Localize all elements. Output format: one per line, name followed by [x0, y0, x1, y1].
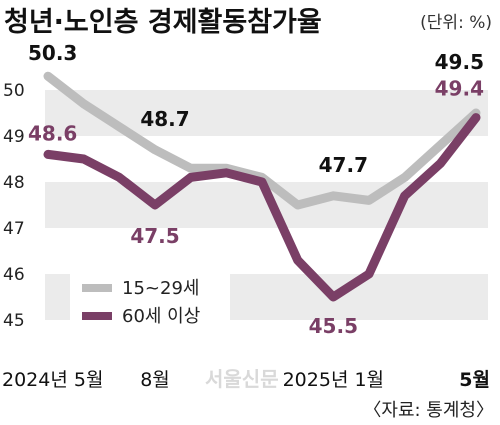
- legend: 15~29세 60세 이상: [70, 270, 230, 332]
- y-tick-label: 50: [3, 81, 25, 101]
- data-labels: 50.3 48.7 47.7 49.5 48.6 47.5 45.5 49.4: [28, 41, 484, 338]
- watermark: 서울신문: [205, 367, 279, 391]
- data-point: [366, 197, 372, 203]
- y-axis-ticks: 45 46 47 48 49 50: [3, 81, 25, 331]
- series-layer: [43, 71, 481, 302]
- data-point: [152, 147, 158, 153]
- data-label: 47.7: [319, 153, 368, 177]
- data-point: [402, 193, 408, 199]
- x-axis-ticks: 2024년 5월 8월 2025년 1월 5월: [2, 369, 490, 391]
- data-point: [366, 271, 372, 277]
- data-point: [437, 142, 443, 148]
- legend-box: [70, 270, 230, 332]
- data-point: [223, 170, 229, 176]
- data-point: [259, 179, 265, 185]
- data-point: [188, 174, 194, 180]
- data-point: [330, 294, 336, 300]
- data-label: 49.4: [435, 77, 484, 101]
- data-label: 45.5: [309, 314, 358, 338]
- data-label: 49.5: [435, 50, 484, 74]
- y-tick-label: 46: [3, 265, 25, 285]
- unit-label: (단위: %): [420, 13, 492, 33]
- data-point: [152, 202, 158, 208]
- x-tick-label: 2025년 1월: [283, 369, 384, 391]
- y-tick-label: 45: [3, 311, 25, 331]
- data-point: [295, 257, 301, 263]
- chart-title: 청년·노인층 경제활동참가율: [4, 7, 322, 38]
- data-point: [45, 73, 51, 79]
- x-tick-label: 8월: [140, 369, 170, 391]
- x-tick-label: 5월: [459, 369, 490, 391]
- data-point: [437, 161, 443, 167]
- data-label: 50.3: [28, 41, 77, 65]
- data-point: [81, 101, 87, 107]
- y-tick-label: 47: [3, 219, 25, 239]
- data-point: [116, 174, 122, 180]
- data-label: 48.7: [140, 107, 189, 131]
- data-label: 48.6: [28, 121, 77, 145]
- legend-label: 15~29세: [122, 278, 199, 299]
- y-tick-label: 48: [3, 173, 25, 193]
- source-note: 〈자료: 통계청〉: [363, 400, 494, 421]
- y-tick-label: 49: [3, 127, 25, 147]
- data-point: [330, 193, 336, 199]
- data-point: [188, 165, 194, 171]
- data-point: [473, 115, 479, 121]
- data-point: [45, 151, 51, 157]
- data-point: [295, 202, 301, 208]
- data-point: [402, 174, 408, 180]
- grid-band-0: [45, 90, 488, 136]
- data-point: [116, 124, 122, 130]
- legend-label: 60세 이상: [122, 306, 200, 327]
- data-label: 47.5: [130, 224, 179, 248]
- x-tick-label: 2024년 5월: [2, 369, 103, 391]
- data-point: [81, 156, 87, 162]
